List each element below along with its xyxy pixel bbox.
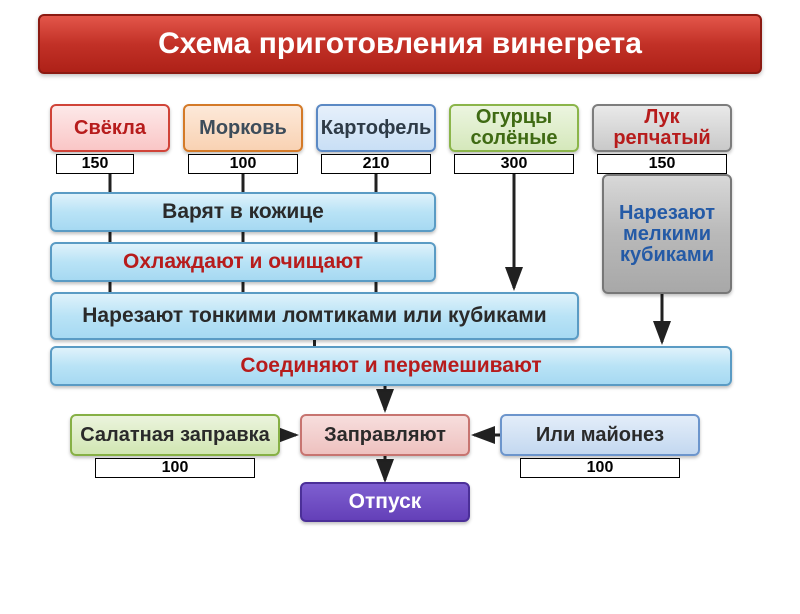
title-text: Схема приготовления винегрета [158, 27, 642, 61]
step-boil: Варят в кожице [50, 192, 436, 232]
ingredient-potato: Картофель [316, 104, 436, 152]
dressing-center: Заправляют [300, 414, 470, 456]
qty-potato: 210 [321, 154, 431, 174]
dressing-right: Или майонез [500, 414, 700, 456]
qty-cucumber: 300 [454, 154, 574, 174]
ingredient-cucumber: Огурцы солёные [449, 104, 579, 152]
qty-dressing-right: 100 [520, 458, 680, 478]
ingredient-carrot: Морковь [183, 104, 303, 152]
qty-onion: 150 [597, 154, 727, 174]
title-bar: Схема приготовления винегрета [38, 14, 762, 74]
step-slice: Нарезают тонкими ломтиками или кубиками [50, 292, 579, 340]
final-release: Отпуск [300, 482, 470, 522]
step-mix: Соединяют и перемешивают [50, 346, 732, 386]
ingredient-onion: Лук репчатый [592, 104, 732, 152]
qty-beet: 150 [56, 154, 134, 174]
step-cool: Охлаждают и очищают [50, 242, 436, 282]
qty-carrot: 100 [188, 154, 298, 174]
ingredient-beet: Свёкла [50, 104, 170, 152]
qty-dressing-left: 100 [95, 458, 255, 478]
dressing-left: Салатная заправка [70, 414, 280, 456]
step-onion-dice: Нарезают мелкими кубиками [602, 174, 732, 294]
